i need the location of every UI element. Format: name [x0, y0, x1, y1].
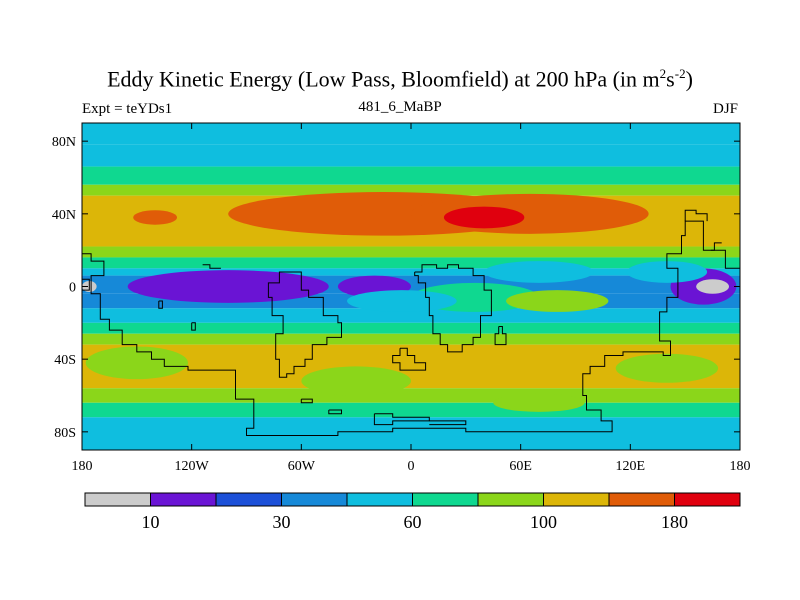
contour-patch [696, 279, 730, 294]
coastline [392, 347, 427, 371]
y-tick-label: 0 [69, 281, 76, 296]
contour-patch [127, 270, 329, 303]
coastline [414, 264, 492, 353]
x-tick-label: 120E [616, 459, 646, 474]
contour-band [82, 166, 740, 185]
colorbar-label: 180 [661, 512, 688, 532]
coastline [429, 420, 467, 426]
coastline [710, 242, 722, 251]
colorbar-label: 10 [142, 512, 160, 532]
contour-band [82, 308, 740, 323]
coastline [202, 264, 221, 269]
colorbar-swatch [346, 492, 413, 507]
coastline [267, 271, 342, 378]
contour-band [82, 333, 740, 345]
contour-band [82, 123, 740, 145]
colorbar-swatch [608, 492, 675, 507]
x-tick-label: 120W [175, 459, 210, 474]
colorbar-label: 30 [273, 512, 291, 532]
x-tick-label: 60E [509, 459, 532, 474]
contour-band [82, 268, 740, 276]
colorbar-swatch [281, 492, 348, 507]
coastline [82, 278, 90, 291]
coastline [684, 209, 708, 222]
coastline [191, 322, 196, 331]
contour-band [82, 257, 740, 269]
y-tick-label: 40N [52, 208, 76, 223]
contour-patch [85, 346, 189, 380]
colorbar-swatch [543, 492, 610, 507]
colorbar-swatch [215, 492, 282, 507]
coastline [328, 409, 342, 415]
x-tick-label: 60W [288, 459, 316, 474]
coastline [300, 398, 313, 404]
contour-patch [443, 206, 525, 229]
contour-patch [626, 261, 708, 283]
coastline [158, 300, 163, 309]
coastline [82, 220, 740, 436]
x-tick-label: 180 [730, 459, 751, 474]
contour-band [82, 184, 740, 196]
contour-patch [301, 366, 411, 396]
chart-title: Eddy Kinetic Energy (Low Pass, Bloomfiel… [107, 66, 693, 92]
contour-band [82, 144, 740, 167]
contour-patch [506, 290, 609, 312]
x-tick-label: 0 [408, 459, 415, 474]
y-tick-label: 40S [54, 353, 76, 368]
contour-band [82, 246, 740, 258]
contour-patch [133, 210, 178, 225]
y-tick-label: 80S [54, 426, 76, 441]
season-label: DJF [712, 101, 738, 117]
colorbar-swatch [84, 492, 151, 507]
x-tick-label: 180 [72, 459, 93, 474]
contour-band [82, 322, 740, 334]
coastline [494, 326, 507, 346]
y-tick-label: 80N [52, 135, 76, 150]
colorbar-label: 60 [404, 512, 422, 532]
colorbar-label: 100 [530, 512, 557, 532]
contour-patch [484, 261, 594, 283]
experiment-label: Expt = teYDs1 [82, 101, 173, 117]
contour-patch [615, 353, 719, 383]
colorbar-swatch [674, 492, 741, 507]
contour-patch [493, 393, 585, 412]
colorbar-swatch [477, 492, 544, 507]
model-run-label: 481_6_MaBP [358, 99, 442, 115]
colorbar-swatch [150, 492, 217, 507]
colorbar-swatch [412, 492, 479, 507]
